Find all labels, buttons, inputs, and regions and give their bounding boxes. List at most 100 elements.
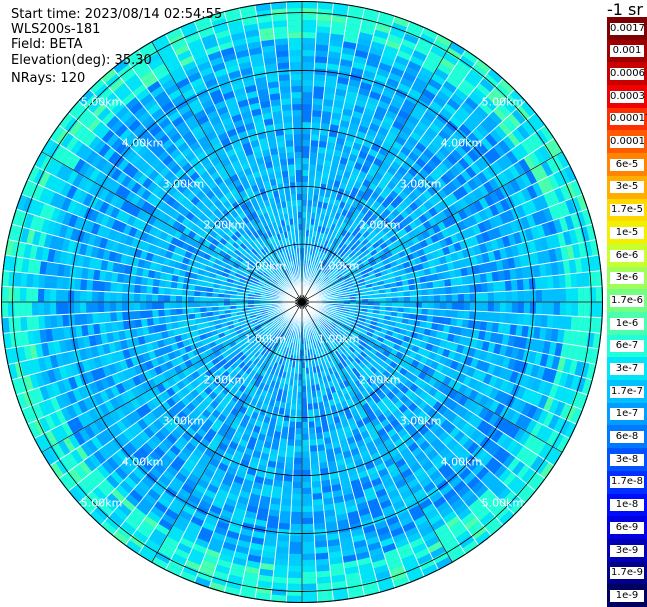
beta-cell bbox=[134, 275, 142, 286]
beta-cell bbox=[432, 380, 443, 391]
beta-cell bbox=[408, 504, 422, 516]
beta-cell bbox=[468, 389, 479, 401]
beta-cell bbox=[542, 176, 555, 193]
beta-cell bbox=[439, 286, 446, 295]
beta-cell bbox=[98, 302, 105, 313]
beta-cell bbox=[473, 348, 482, 360]
beta-cell bbox=[341, 47, 356, 56]
beta-cell bbox=[541, 367, 552, 382]
beta-cell bbox=[442, 386, 453, 397]
beta-cell bbox=[32, 287, 39, 302]
beta-cell bbox=[341, 287, 349, 292]
beta-cell bbox=[438, 339, 447, 349]
beta-cell bbox=[323, 268, 329, 275]
beta-cell bbox=[427, 336, 436, 345]
beta-cell bbox=[337, 332, 344, 339]
beta-cell bbox=[291, 487, 302, 494]
beta-cell bbox=[326, 241, 332, 249]
beta-cell bbox=[471, 368, 482, 381]
beta-cell bbox=[110, 291, 117, 302]
beta-cell bbox=[275, 552, 289, 560]
beta-cell bbox=[317, 340, 322, 347]
beta-cell bbox=[320, 358, 326, 365]
beta-cell bbox=[478, 101, 493, 116]
beta-cell bbox=[330, 266, 336, 273]
beta-cell bbox=[439, 107, 454, 121]
beta-cell bbox=[321, 171, 330, 179]
beta-cell bbox=[377, 100, 390, 111]
beta-cell bbox=[421, 230, 431, 240]
beta-cell bbox=[372, 514, 386, 525]
beta-cell bbox=[489, 129, 503, 144]
beta-cell bbox=[419, 33, 436, 46]
beta-cell bbox=[367, 256, 375, 263]
beta-cell bbox=[385, 39, 401, 50]
beta-cell bbox=[302, 128, 312, 135]
beta-cell bbox=[14, 316, 22, 333]
beta-cell bbox=[471, 416, 484, 429]
beta-cell bbox=[340, 221, 347, 230]
beta-cell bbox=[522, 349, 531, 363]
beta-cell bbox=[334, 232, 341, 240]
beta-cell bbox=[533, 351, 543, 366]
beta-cell bbox=[344, 96, 357, 105]
beta-cell bbox=[525, 419, 538, 434]
beta-cell bbox=[367, 351, 375, 359]
beta-cell bbox=[366, 498, 380, 508]
beta-cell bbox=[378, 221, 387, 230]
beta-cell bbox=[437, 161, 450, 174]
beta-cell bbox=[339, 157, 349, 166]
beta-cell bbox=[522, 313, 530, 326]
beta-cell bbox=[134, 284, 141, 294]
beta-cell bbox=[338, 257, 345, 264]
beta-cell bbox=[322, 275, 328, 281]
beta-cell bbox=[336, 168, 345, 177]
beta-cell bbox=[480, 119, 494, 134]
beta-cell bbox=[330, 27, 346, 36]
beta-cell bbox=[490, 238, 500, 251]
beta-cell bbox=[485, 321, 493, 333]
beta-cell bbox=[451, 293, 458, 302]
beta-cell bbox=[576, 194, 588, 212]
beta-cell bbox=[471, 87, 487, 102]
beta-cell bbox=[522, 278, 530, 291]
beta-cell bbox=[302, 158, 310, 165]
beta-cell bbox=[457, 293, 464, 302]
beta-cell bbox=[404, 120, 417, 131]
beta-cell bbox=[381, 89, 395, 100]
beta-cell bbox=[422, 220, 432, 230]
beta-cell bbox=[390, 570, 408, 582]
beta-cell bbox=[394, 88, 409, 99]
beta-cell bbox=[404, 526, 420, 538]
beta-cell bbox=[446, 411, 458, 423]
beta-cell bbox=[510, 244, 520, 258]
beta-cell bbox=[352, 332, 360, 338]
beta-cell bbox=[362, 347, 370, 355]
beta-cell bbox=[319, 281, 326, 287]
beta-cell bbox=[335, 357, 342, 365]
beta-cell bbox=[321, 259, 326, 266]
beta-cell bbox=[362, 70, 377, 80]
beta-cell bbox=[391, 291, 398, 298]
beta-cell bbox=[340, 282, 347, 287]
beta-cell bbox=[440, 533, 456, 547]
beta-cell bbox=[499, 247, 508, 260]
beta-cell bbox=[332, 352, 338, 360]
beta-cell bbox=[460, 421, 472, 435]
beta-cell bbox=[488, 478, 503, 493]
beta-cell bbox=[302, 134, 311, 141]
beta-cell bbox=[200, 302, 207, 308]
beta-cell bbox=[351, 229, 359, 237]
beta-cell bbox=[369, 260, 377, 267]
beta-cell bbox=[462, 182, 474, 195]
beta-cell bbox=[430, 344, 439, 354]
beta-cell bbox=[514, 218, 525, 232]
beta-cell bbox=[550, 328, 559, 343]
beta-cell bbox=[357, 354, 365, 362]
beta-cell bbox=[334, 350, 341, 358]
beta-cell bbox=[340, 328, 348, 334]
beta-cell bbox=[349, 299, 356, 302]
beta-cell bbox=[333, 253, 340, 261]
beta-cell bbox=[518, 158, 531, 173]
beta-cell bbox=[564, 315, 572, 331]
